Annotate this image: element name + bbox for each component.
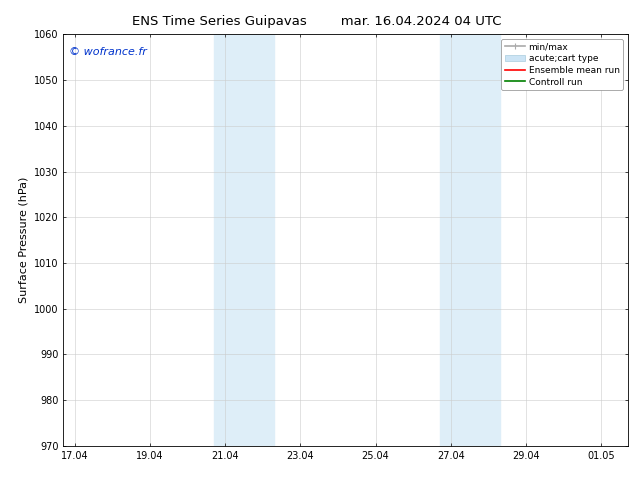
Legend: min/max, acute;cart type, Ensemble mean run, Controll run: min/max, acute;cart type, Ensemble mean … — [501, 39, 623, 90]
Y-axis label: Surface Pressure (hPa): Surface Pressure (hPa) — [18, 177, 29, 303]
Bar — [214, 34, 274, 446]
Bar — [439, 34, 500, 446]
Text: © wofrance.fr: © wofrance.fr — [69, 47, 147, 57]
Text: ENS Time Series Guipavas        mar. 16.04.2024 04 UTC: ENS Time Series Guipavas mar. 16.04.2024… — [133, 15, 501, 28]
